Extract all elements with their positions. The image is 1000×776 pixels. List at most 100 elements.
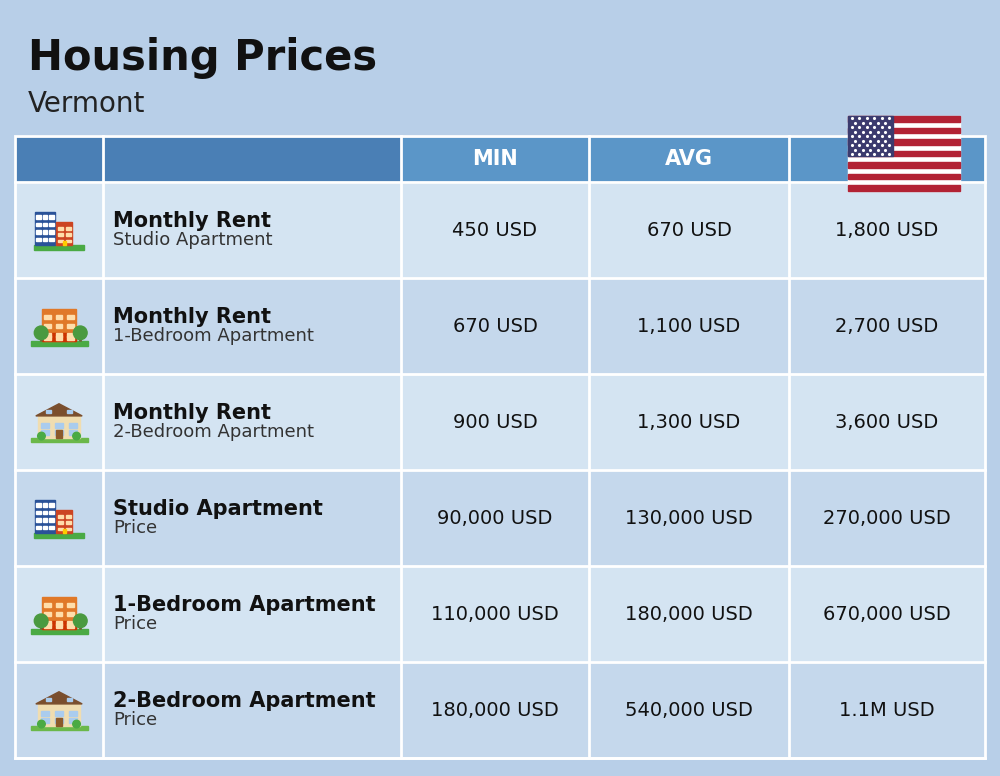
Bar xyxy=(56,719,62,726)
Bar xyxy=(66,227,71,230)
Text: 1.1M USD: 1.1M USD xyxy=(839,701,935,719)
Bar xyxy=(30,629,88,634)
Bar xyxy=(589,136,789,182)
Bar xyxy=(35,212,55,245)
Text: 450 USD: 450 USD xyxy=(452,220,538,240)
Bar xyxy=(15,136,401,182)
Bar xyxy=(36,237,41,241)
Bar xyxy=(56,511,72,533)
Bar xyxy=(848,139,960,145)
Bar xyxy=(15,374,985,470)
Text: Monthly Rent: Monthly Rent xyxy=(113,211,271,231)
Text: MIN: MIN xyxy=(472,149,518,169)
Bar xyxy=(43,230,47,234)
Bar xyxy=(42,597,76,629)
Bar xyxy=(43,237,47,241)
Bar xyxy=(67,324,74,328)
Bar xyxy=(848,116,893,157)
Text: 3,600 USD: 3,600 USD xyxy=(835,413,939,431)
Bar xyxy=(46,698,51,702)
Circle shape xyxy=(34,326,48,340)
Bar xyxy=(55,719,63,723)
Bar xyxy=(55,431,63,435)
Bar xyxy=(69,423,77,428)
Bar xyxy=(66,521,71,525)
Text: 1-Bedroom Apartment: 1-Bedroom Apartment xyxy=(113,327,314,345)
Bar xyxy=(42,333,76,341)
Bar xyxy=(41,711,49,716)
Bar xyxy=(36,511,41,514)
Text: 1,100 USD: 1,100 USD xyxy=(637,317,741,335)
Bar xyxy=(58,528,63,531)
Bar xyxy=(36,216,41,219)
Polygon shape xyxy=(36,691,82,704)
Bar xyxy=(35,500,55,533)
Bar xyxy=(67,335,74,340)
Bar xyxy=(67,604,74,608)
Bar xyxy=(56,624,62,628)
Text: Monthly Rent: Monthly Rent xyxy=(113,307,271,327)
Text: 1,800 USD: 1,800 USD xyxy=(835,220,939,240)
Bar xyxy=(49,525,54,529)
Bar xyxy=(44,324,51,328)
Bar xyxy=(789,136,985,182)
Text: Housing Prices: Housing Prices xyxy=(28,37,377,79)
Text: Price: Price xyxy=(113,519,157,537)
Text: 670 USD: 670 USD xyxy=(647,220,731,240)
Bar xyxy=(44,612,51,616)
Bar xyxy=(67,315,74,319)
Text: Price: Price xyxy=(113,711,157,729)
Bar xyxy=(56,324,62,328)
Bar xyxy=(58,521,63,525)
Bar xyxy=(49,223,54,227)
Bar xyxy=(30,341,88,346)
Bar xyxy=(49,511,54,514)
Bar xyxy=(66,234,71,237)
Bar xyxy=(43,216,47,219)
Bar xyxy=(67,624,74,628)
Bar xyxy=(44,622,51,625)
Bar xyxy=(43,504,47,508)
Text: Price: Price xyxy=(113,615,157,633)
Bar xyxy=(49,518,54,521)
Circle shape xyxy=(38,432,45,440)
Bar xyxy=(56,223,72,245)
Bar xyxy=(36,504,41,508)
Bar xyxy=(43,223,47,227)
Bar xyxy=(56,315,62,319)
Bar xyxy=(848,162,960,168)
Text: 2,700 USD: 2,700 USD xyxy=(835,317,939,335)
Text: AVG: AVG xyxy=(665,149,713,169)
Bar xyxy=(49,504,54,508)
Text: 180,000 USD: 180,000 USD xyxy=(431,701,559,719)
Text: 540,000 USD: 540,000 USD xyxy=(625,701,753,719)
Text: 900 USD: 900 USD xyxy=(453,413,537,431)
Bar xyxy=(38,416,80,438)
Bar xyxy=(44,624,51,628)
Bar xyxy=(58,227,63,230)
Text: 1,300 USD: 1,300 USD xyxy=(637,413,741,431)
Bar xyxy=(848,151,960,157)
Bar xyxy=(56,622,62,625)
Bar xyxy=(42,621,76,629)
Text: 1-Bedroom Apartment: 1-Bedroom Apartment xyxy=(113,595,376,615)
Bar xyxy=(30,726,88,729)
Circle shape xyxy=(73,326,87,340)
Text: 180,000 USD: 180,000 USD xyxy=(625,605,753,623)
Bar xyxy=(848,116,960,191)
Bar xyxy=(56,335,62,340)
Bar xyxy=(66,515,71,518)
Bar xyxy=(67,612,74,616)
Bar xyxy=(58,515,63,518)
Circle shape xyxy=(73,720,80,728)
Bar xyxy=(36,518,41,521)
Bar xyxy=(38,704,80,726)
Bar xyxy=(41,423,49,428)
Text: 2-Bedroom Apartment: 2-Bedroom Apartment xyxy=(113,423,314,441)
Bar xyxy=(848,174,960,179)
Text: Studio Apartment: Studio Apartment xyxy=(113,499,323,519)
Bar xyxy=(15,470,985,566)
Bar xyxy=(67,698,72,702)
Bar xyxy=(848,127,960,133)
Bar xyxy=(69,711,77,716)
